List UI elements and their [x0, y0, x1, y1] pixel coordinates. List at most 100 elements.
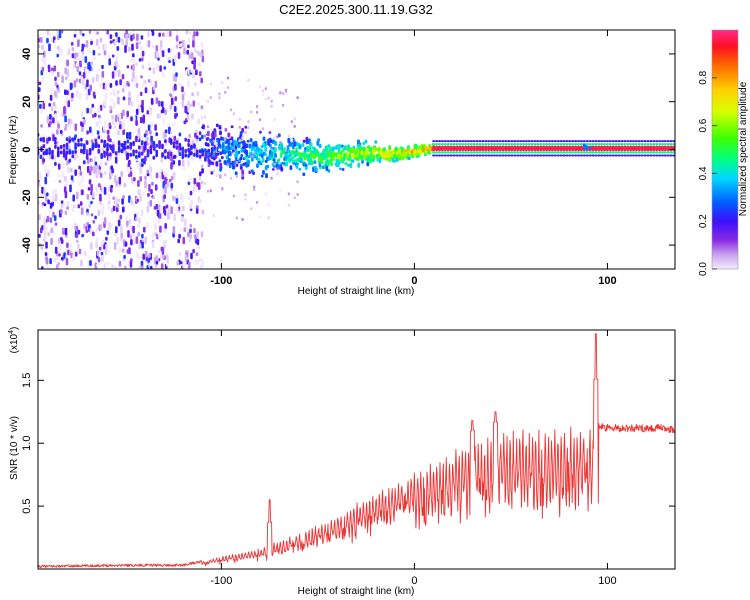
- spectrogram-cell-1960: [327, 169, 331, 173]
- spectrogram-cell-1057: [158, 172, 161, 177]
- spectrogram-cell-2701: [643, 143, 647, 146]
- spectrogram-cell-340: [77, 169, 81, 177]
- spectrogram-cell-112: [49, 94, 53, 101]
- spectrogram-cell-113: [50, 38, 53, 43]
- spectrogram-cell-322: [75, 154, 79, 159]
- spectrogram-cell-909: [141, 57, 144, 62]
- spectrogram-cell-740: [120, 148, 124, 153]
- spectrogram-cell-1202: [178, 159, 181, 166]
- spectrogram-cell-2484: [519, 145, 523, 152]
- spectrogram-cell-2574: [571, 145, 575, 152]
- spectrogram-cell-2738: [663, 140, 667, 143]
- spectrogram-cell-2566: [565, 143, 569, 146]
- spectrogram-cell-1999: [336, 164, 340, 168]
- spectrogram-cell-988: [150, 189, 153, 195]
- spectrogram-cell-2647: [611, 154, 615, 157]
- spectrogram-cell-1476: [215, 144, 218, 148]
- spectrogram-cell-249: [65, 179, 69, 187]
- spectrogram-cell-2713: [649, 140, 653, 143]
- spectrogram-cell-2586: [577, 143, 580, 146]
- spectrogram-cell-2690: [637, 151, 641, 154]
- spectrogram-cell-1176: [174, 85, 177, 91]
- spectrogram-cell-587: [103, 153, 106, 158]
- spectrogram-cell-1552: [233, 160, 236, 165]
- spectrogram-cell-399: [83, 223, 86, 230]
- spectrogram-cell-1038: [158, 112, 162, 119]
- spectrogram-cell-1945: [323, 152, 327, 158]
- spectrogram-cell-654: [113, 242, 117, 250]
- spectrogram-cell-962: [147, 201, 150, 205]
- spectrogram-cell-326: [75, 233, 79, 239]
- spectrogram-cell-1776: [279, 140, 282, 144]
- spectrogram-cell-1106: [164, 176, 167, 185]
- spectrogram-cell-206: [60, 30, 64, 34]
- spectrogram-cell-894: [138, 145, 141, 150]
- spectrogram-cell-133: [51, 195, 54, 203]
- spectrogram-cell-1748: [273, 136, 276, 140]
- spectrogram-cell-2114: [369, 154, 373, 159]
- spectrogram-cell-315: [76, 90, 79, 98]
- spectrogram-cell-523: [97, 46, 101, 50]
- spectrogram-cell-1183: [172, 144, 176, 149]
- spectrogram-cell-1019: [155, 260, 159, 265]
- spectrogram-cell-2397: [467, 154, 470, 157]
- spectrogram-cell-320: [75, 225, 79, 232]
- spectrogram-cell-1695: [261, 127, 265, 131]
- spectrogram-cell-2458: [501, 140, 505, 143]
- spectrogram-cell-2468: [507, 140, 511, 143]
- spectrogram-cell-1728: [271, 139, 275, 144]
- spectrogram-cell-695: [119, 238, 123, 242]
- spectrogram-cell-2689: [637, 145, 641, 152]
- spectrogram-cell-2548: [553, 140, 557, 143]
- spectrogram-cell-681: [117, 36, 121, 43]
- spectrogram-cell-789: [126, 249, 130, 254]
- spectrogram-cell-919: [140, 158, 144, 163]
- spectrogram-cell-1236: [183, 219, 186, 223]
- spectrogram-cell-1618: [245, 149, 248, 155]
- snr-xtick-label-0: -100: [210, 575, 232, 587]
- spectrogram-cell-248: [65, 258, 69, 266]
- spectrogram-cell-436: [85, 155, 89, 159]
- spectrogram-cell-394: [84, 56, 88, 63]
- spectrogram-cell-207: [60, 209, 63, 214]
- spectrogram-cell-1246: [182, 39, 185, 48]
- spectrogram-cell-821: [135, 76, 138, 84]
- spectrogram-cell-105: [49, 217, 53, 223]
- spectrogram-cell-1635: [247, 120, 250, 124]
- spectrogram-cell-500: [96, 250, 100, 257]
- spectrogram-cell-237: [62, 153, 66, 158]
- spectrogram-cell-1255: [187, 80, 190, 88]
- figure-title: C2E2.2025.300.11.19.G32: [279, 2, 433, 17]
- spectrogram-cell-1749: [273, 118, 276, 122]
- spectrogram-cell-321: [75, 78, 79, 83]
- spectrogram-cell-90: [47, 199, 50, 205]
- spectrogram-cell-2033: [349, 162, 353, 169]
- snr-ytick-text-0: 0.5: [21, 498, 33, 513]
- spectrogram-cell-2538: [548, 140, 551, 143]
- spectrogram-cell-397: [85, 67, 88, 75]
- spectrogram-cell-2390: [464, 151, 468, 154]
- spectrogram-cell-77: [46, 30, 50, 36]
- spectrogram-cell-1812: [287, 134, 291, 138]
- spectrogram-cell-1584: [240, 154, 244, 158]
- spectrogram-cell-2469: [510, 145, 514, 152]
- spectrogram-cell-2691: [637, 143, 641, 146]
- spectrogram-cell-98: [50, 88, 53, 93]
- spectrogram-cell-2559: [562, 145, 566, 152]
- spectrogram-cell-2444: [495, 145, 499, 152]
- spectrogram-cell-172: [54, 161, 57, 166]
- spectrogram-cell-1668: [257, 158, 261, 162]
- spectrogram-cell-807: [130, 116, 133, 122]
- spectrogram-cell-1888: [308, 138, 311, 144]
- spectrogram-cell-2625: [600, 151, 604, 154]
- spectrogram-cell-134: [53, 215, 57, 222]
- spectrogram-cell-946: [147, 40, 151, 48]
- spectrogram-cell-1706: [264, 87, 267, 91]
- spectrogram-cell-1317: [191, 113, 194, 120]
- spectrogram-cell-1691: [262, 136, 266, 141]
- spectrogram-cell-808: [132, 71, 135, 79]
- spectrogram-cell-1200: [176, 260, 180, 266]
- spectrogram-cell-600: [108, 249, 111, 253]
- spectrogram-cell-2746: [669, 143, 673, 146]
- spectrogram-cell-2401: [469, 143, 473, 146]
